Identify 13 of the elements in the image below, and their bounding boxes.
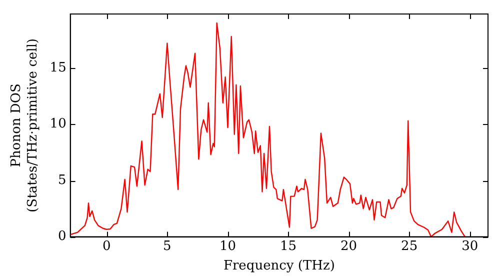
x-axis-title: Frequency (THz)	[223, 258, 335, 274]
y-axis-title: Phonon DOS (States/THz·primitive cell)	[8, 38, 41, 212]
x-tick-label: 30	[462, 238, 478, 254]
y-tick-label: 5	[58, 172, 66, 188]
x-tick-label: 15	[280, 238, 297, 254]
x-tick-label: 10	[219, 238, 236, 254]
x-tick-label: 25	[401, 238, 418, 254]
x-tick-label: 5	[163, 238, 172, 254]
x-tick-label: 0	[102, 238, 111, 254]
y-tick-label: 15	[50, 60, 66, 76]
y-tick-label: 10	[50, 116, 66, 132]
y-tick-label: 0	[58, 229, 66, 244]
x-tick-label: 20	[340, 238, 358, 254]
